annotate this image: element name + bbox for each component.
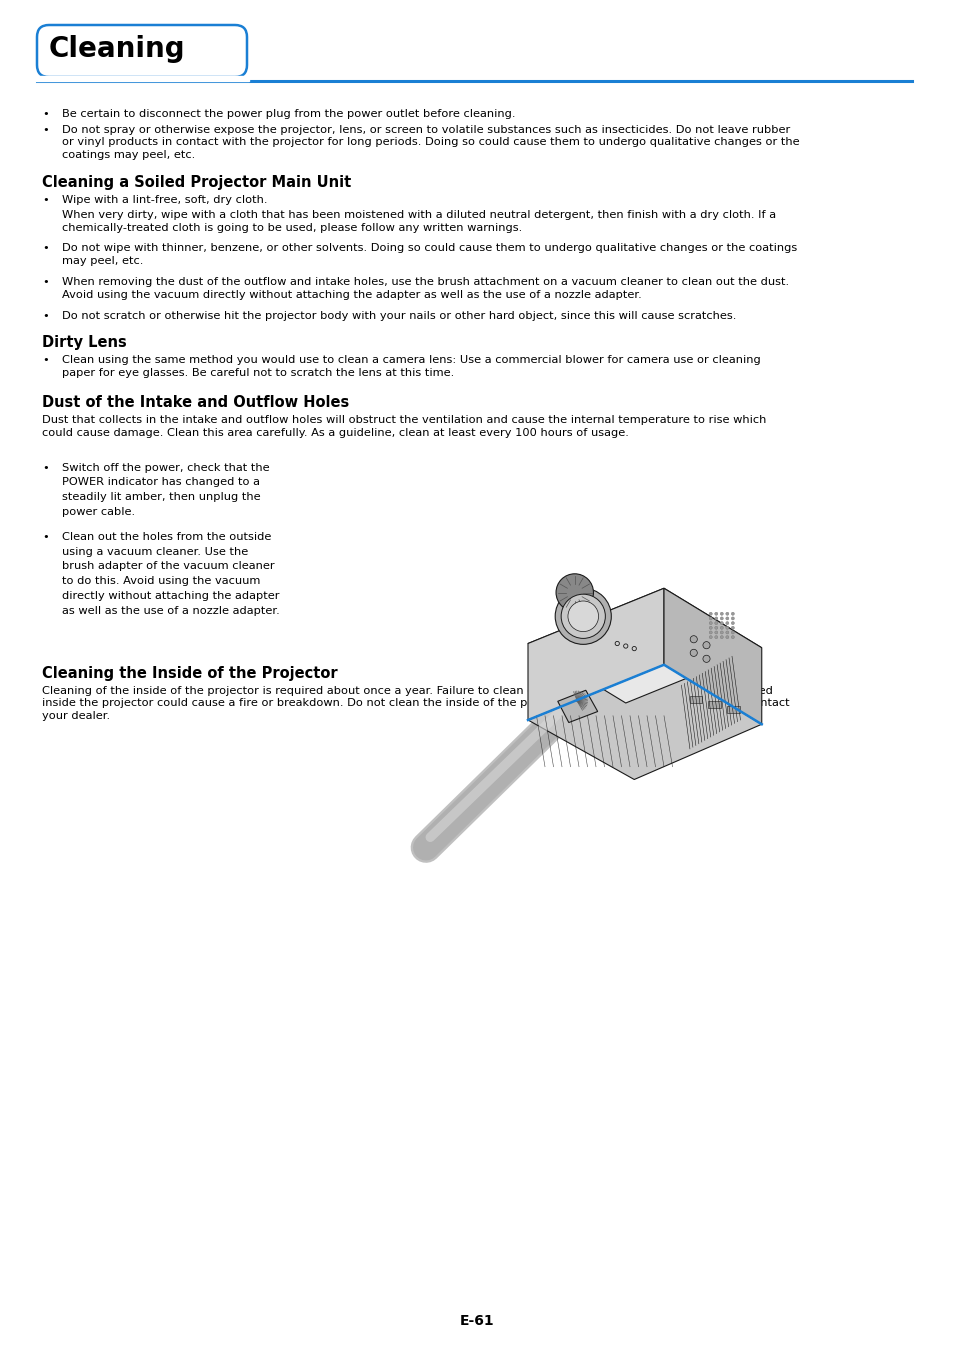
Circle shape [708,627,712,630]
Polygon shape [527,588,760,704]
Polygon shape [527,665,760,779]
Bar [726,706,739,713]
Text: Cleaning the Inside of the Projector: Cleaning the Inside of the Projector [42,666,337,681]
Circle shape [714,636,717,639]
Circle shape [731,612,734,615]
Text: Do not wipe with thinner, benzene, or other solvents. Doing so could cause them : Do not wipe with thinner, benzene, or ot… [62,244,797,266]
Text: •: • [42,244,49,253]
Bar [707,701,720,708]
Polygon shape [35,75,249,81]
Circle shape [702,655,709,662]
Text: •: • [42,310,49,321]
Circle shape [714,631,717,634]
Text: When very dirty, wipe with a cloth that has been moistened with a diluted neutra: When very dirty, wipe with a cloth that … [62,210,776,233]
Circle shape [731,617,734,620]
Circle shape [720,627,722,630]
Bar [689,696,701,704]
Text: •: • [42,532,49,542]
Text: •: • [42,195,49,205]
Circle shape [731,627,734,630]
FancyBboxPatch shape [37,26,247,77]
Circle shape [731,636,734,639]
Circle shape [725,636,728,639]
Circle shape [689,636,697,643]
Circle shape [708,612,712,615]
Circle shape [725,617,728,620]
Circle shape [702,642,709,648]
Text: •: • [42,124,49,135]
Polygon shape [558,690,598,723]
Circle shape [731,621,734,624]
Circle shape [556,574,593,611]
Circle shape [720,617,722,620]
Circle shape [725,621,728,624]
Circle shape [725,631,728,634]
Circle shape [714,612,717,615]
Circle shape [708,621,712,624]
Text: Be certain to disconnect the power plug from the power outlet before cleaning.: Be certain to disconnect the power plug … [62,109,515,119]
Text: Cleaning of the inside of the projector is required about once a year. Failure t: Cleaning of the inside of the projector … [42,686,789,721]
Circle shape [725,612,728,615]
Text: Dust that collects in the intake and outflow holes will obstruct the ventilation: Dust that collects in the intake and out… [42,415,765,438]
Circle shape [720,612,722,615]
Circle shape [708,631,712,634]
Circle shape [731,631,734,634]
Text: Dirty Lens: Dirty Lens [42,336,127,350]
Circle shape [720,631,722,634]
Circle shape [567,601,598,632]
Text: •: • [42,276,49,287]
Text: •: • [42,462,49,473]
Text: Switch off the power, check that the
POWER indicator has changed to a
steadily l: Switch off the power, check that the POW… [62,462,270,518]
Text: Cleaning: Cleaning [49,35,186,63]
Circle shape [720,636,722,639]
Text: •: • [42,356,49,365]
Circle shape [555,588,611,644]
Circle shape [720,621,722,624]
Text: Clean out the holes from the outside
using a vacuum cleaner. Use the
brush adapt: Clean out the holes from the outside usi… [62,532,279,616]
Circle shape [689,650,697,656]
Circle shape [708,617,712,620]
Text: Cleaning a Soiled Projector Main Unit: Cleaning a Soiled Projector Main Unit [42,175,351,190]
Circle shape [560,594,605,639]
Circle shape [725,627,728,630]
Circle shape [708,636,712,639]
Circle shape [714,621,717,624]
Text: When removing the dust of the outflow and intake holes, use the brush attachment: When removing the dust of the outflow an… [62,276,788,299]
Circle shape [714,617,717,620]
Text: E-61: E-61 [459,1314,494,1328]
Polygon shape [663,588,760,724]
Text: •: • [42,109,49,119]
Text: Wipe with a lint-free, soft, dry cloth.: Wipe with a lint-free, soft, dry cloth. [62,195,267,205]
Polygon shape [527,588,663,720]
Text: Dust of the Intake and Outflow Holes: Dust of the Intake and Outflow Holes [42,395,349,410]
Circle shape [714,627,717,630]
Text: Do not spray or otherwise expose the projector, lens, or screen to volatile subs: Do not spray or otherwise expose the pro… [62,124,799,160]
Text: Do not scratch or otherwise hit the projector body with your nails or other hard: Do not scratch or otherwise hit the proj… [62,310,736,321]
Text: Clean using the same method you would use to clean a camera lens: Use a commerci: Clean using the same method you would us… [62,356,760,379]
